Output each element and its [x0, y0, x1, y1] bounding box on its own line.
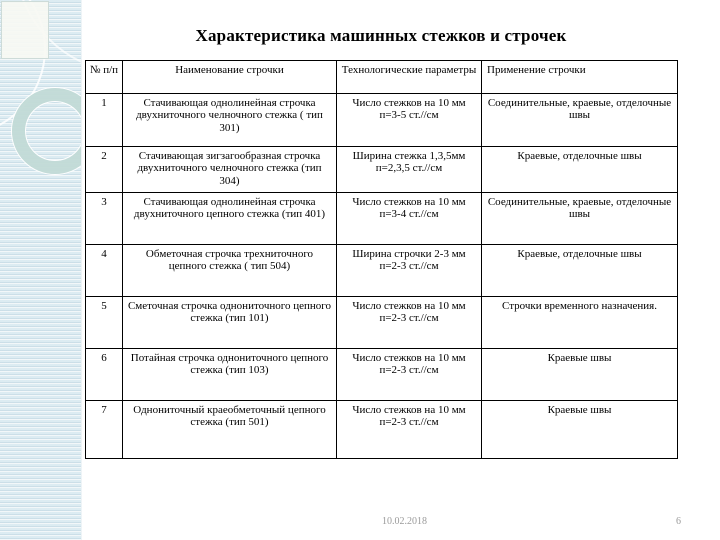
square-decor-icon: [1, 1, 49, 59]
params-line1: Ширина строчки 2-3 мм: [352, 248, 466, 260]
stitch-name-cell: Стачивающая зигзагообразная строчка двух…: [122, 146, 337, 193]
application-cell: Строчки временного назначения.: [481, 296, 678, 349]
stitch-name-cell: Стачивающая однолинейная строчка двухнит…: [122, 93, 337, 147]
params-line2: п=2-3 ст.//см: [379, 364, 439, 377]
params-line2: п=2-3 ст.//см: [379, 260, 439, 273]
stitch-name-cell: Сметочная строчка однониточного цепного …: [122, 296, 337, 349]
table-row: 1 Стачивающая однолинейная строчка двухн…: [85, 93, 678, 147]
table-row: 3 Стачивающая однолинейная строчка двухн…: [85, 192, 678, 245]
params-line1: Число стежков на 10 мм: [352, 300, 466, 312]
params-line2: п=2,3,5 ст.//см: [375, 162, 443, 175]
row-number: 7: [85, 400, 123, 459]
row-number: 3: [85, 192, 123, 245]
params-line1: Число стежков на 10 мм: [352, 97, 466, 109]
params-line2: п=2-3 ст.//см: [379, 416, 439, 429]
tech-params-cell: Число стежков на 10 мм п=2-3 ст.//см: [336, 348, 482, 401]
params-line2: п=2-3 ст.//см: [379, 312, 439, 325]
params-line2: п=3-5 ст.//см: [379, 109, 439, 122]
col-header-application: Применение строчки: [481, 60, 678, 94]
table-header-row: № п/п Наименование строчки Технологическ…: [85, 60, 678, 94]
col-header-name: Наименование строчки: [122, 60, 337, 94]
col-header-num: № п/п: [85, 60, 123, 94]
stitch-characteristics-table: № п/п Наименование строчки Технологическ…: [85, 60, 678, 459]
params-line1: Число стежков на 10 мм: [352, 352, 466, 364]
params-line1: Число стежков на 10 мм: [352, 196, 466, 208]
row-number: 6: [85, 348, 123, 401]
tech-params-cell: Число стежков на 10 мм п=2-3 ст.//см: [336, 400, 482, 459]
page-title: Характеристика машинных стежков и строче…: [195, 26, 567, 45]
params-line2: п=3-4 ст.//см: [379, 208, 439, 221]
stitch-name-cell: Обметочная строчка трехниточного цепного…: [122, 244, 337, 297]
table-row: 6 Потайная строчка однониточного цепного…: [85, 348, 678, 401]
application-cell: Краевые швы: [481, 348, 678, 401]
footer-date: 10.02.2018: [382, 516, 427, 527]
table-row: 5 Сметочная строчка однониточного цепног…: [85, 296, 678, 349]
application-cell: Соединительные, краевые, отделочные швы: [481, 93, 678, 147]
application-cell: Краевые, отделочные швы: [481, 244, 678, 297]
sidebar-decoration: [0, 0, 82, 540]
table-row: 7 Однониточный краеобметочный цепного ст…: [85, 400, 678, 459]
row-number: 5: [85, 296, 123, 349]
col-header-params: Технологические параметры: [336, 60, 482, 94]
tech-params-cell: Ширина строчки 2-3 мм п=2-3 ст.//см: [336, 244, 482, 297]
table-row: 2 Стачивающая зигзагообразная строчка дв…: [85, 146, 678, 193]
tech-params-cell: Число стежков на 10 мм п=3-5 ст.//см: [336, 93, 482, 147]
stitch-name-cell: Стачивающая однолинейная строчка двухнит…: [122, 192, 337, 245]
params-line1: Число стежков на 10 мм: [352, 404, 466, 416]
table-row: 4 Обметочная строчка трехниточного цепно…: [85, 244, 678, 297]
application-cell: Краевые швы: [481, 400, 678, 459]
application-cell: Соединительные, краевые, отделочные швы: [481, 192, 678, 245]
row-number: 2: [85, 146, 123, 193]
params-line1: Ширина стежка 1,3,5мм: [352, 150, 466, 162]
tech-params-cell: Число стежков на 10 мм п=2-3 ст.//см: [336, 296, 482, 349]
ring-decor-icon: [12, 88, 81, 174]
stitch-name-cell: Потайная строчка однониточного цепного с…: [122, 348, 337, 401]
tech-params-cell: Ширина стежка 1,3,5мм п=2,3,5 ст.//см: [336, 146, 482, 193]
row-number: 1: [85, 93, 123, 147]
page-number: 6: [676, 516, 681, 527]
tech-params-cell: Число стежков на 10 мм п=3-4 ст.//см: [336, 192, 482, 245]
row-number: 4: [85, 244, 123, 297]
application-cell: Краевые, отделочные швы: [481, 146, 678, 193]
stitch-name-cell: Однониточный краеобметочный цепного стеж…: [122, 400, 337, 459]
